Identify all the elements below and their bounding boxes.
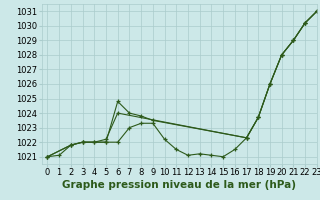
X-axis label: Graphe pression niveau de la mer (hPa): Graphe pression niveau de la mer (hPa): [62, 180, 296, 190]
